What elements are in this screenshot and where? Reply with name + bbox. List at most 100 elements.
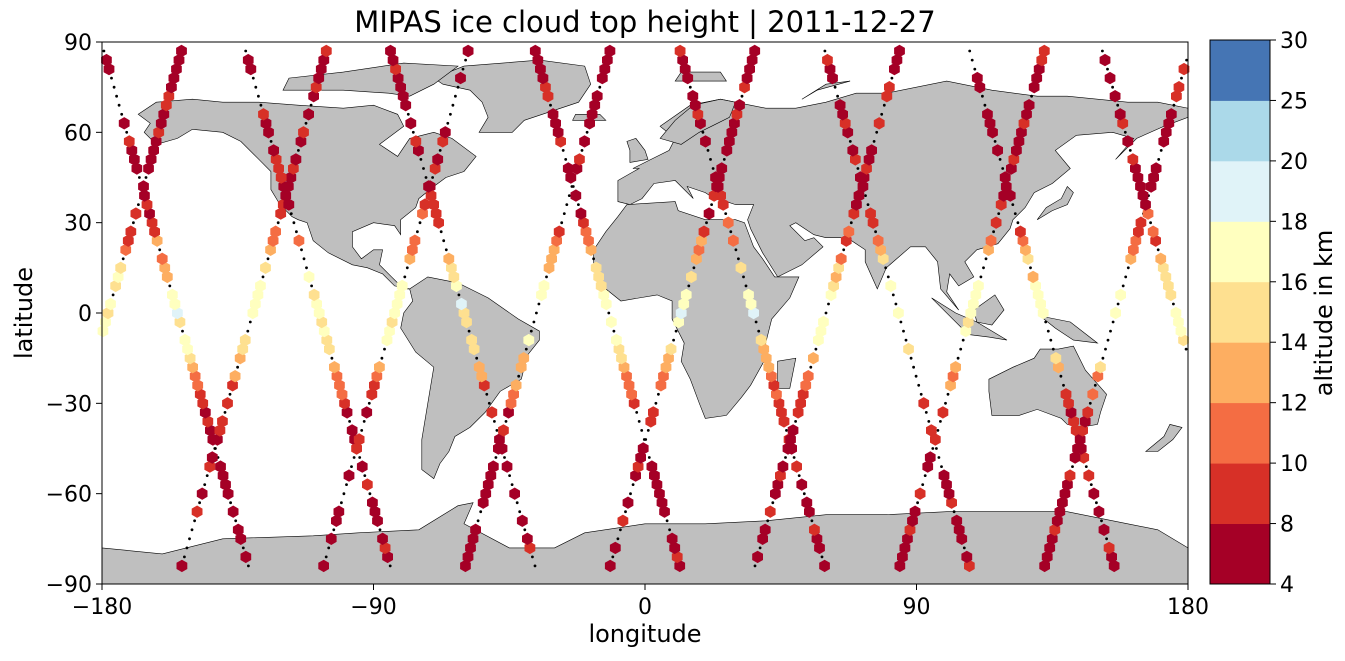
cloud-top-point [123,135,135,148]
cloud-top-point [1004,189,1016,202]
cloud-top-point [818,315,829,329]
cloud-layer [97,44,1190,573]
cloud-top-point [835,252,847,265]
colorbar-bin [1210,221,1270,283]
cloud-top-point [283,198,295,211]
land-south-america [400,276,540,480]
cloud-top-point [232,523,244,536]
track-point [137,203,140,207]
track-point [1106,67,1109,71]
track-point [340,501,343,505]
cloud-top-point [268,144,279,157]
cloud-top-point [367,496,378,509]
track-point [181,329,184,333]
track-point [836,94,839,98]
track-point [997,212,1001,216]
track-point [891,293,895,297]
track-point [190,528,194,532]
cloud-top-point [853,189,865,202]
track-point [827,302,830,306]
track-point [342,492,346,496]
colorbar-tick-label: 14 [1280,331,1308,356]
cloud-top-point [796,478,808,491]
track-point [792,456,796,459]
cloud-top-point [385,44,396,58]
track-point [585,130,589,134]
cloud-top-point [822,53,833,67]
track-point [937,456,941,459]
track-point [549,103,552,107]
track-point [229,501,233,505]
cloud-top-point [1064,469,1076,482]
cloud-top-point [1088,487,1100,500]
track-point [757,329,761,333]
track-point [561,149,565,152]
track-point [979,275,983,279]
cloud-top-point [523,333,535,347]
cloud-top-point [918,397,930,410]
track-point [629,492,632,496]
x-tick-label: 0 [638,595,652,620]
y-axis-label: latitude [10,267,38,359]
cloud-top-point [590,261,602,274]
track-point [517,374,521,378]
track-point [744,284,748,288]
track-point [457,293,461,297]
cloud-top-point [176,44,187,58]
track-point [729,230,733,234]
colorbar-bin [1210,402,1270,464]
track-point [120,112,124,116]
track-point [560,221,564,225]
track-point [771,501,775,505]
land-borneo [973,294,1005,326]
colorbar-tick-label: 12 [1280,392,1308,417]
colorbar-label: altitude in km [1310,230,1338,397]
track-point [205,474,209,477]
track-point [475,356,479,360]
track-point [297,149,300,152]
cloud-top-point [1122,135,1134,148]
colorbar-bin [1210,523,1270,585]
cloud-top-point [191,505,203,518]
cloud-top-point [396,279,408,293]
cloud-top-point [470,523,481,536]
track-point [856,167,860,170]
track-point [998,158,1002,161]
cloud-top-point [1060,388,1072,401]
track-point [1116,103,1120,107]
track-point [327,546,331,550]
track-point [833,85,837,89]
track-point [701,130,705,134]
track-point [1013,212,1017,216]
cloud-top-point [562,162,574,175]
track-point [802,492,806,496]
track-point [884,266,888,270]
cloud-top-point [710,171,721,184]
track-point [302,257,306,261]
cloud-top-point [716,162,728,175]
cloud-top-point [1000,180,1012,193]
colorbar-tick-label: 25 [1280,89,1308,114]
track-point [529,329,533,333]
track-point [1128,149,1132,152]
y-tick-label: 30 [64,212,92,237]
track-point [125,130,129,134]
track-point [1149,221,1152,225]
colorbar-bin [1210,281,1270,343]
track-point [754,320,758,324]
track-point [823,49,827,53]
cloud-top-point [1127,153,1139,166]
track-point [794,420,797,423]
cloud-top-point [1087,388,1099,401]
cloud-top-point [101,53,112,67]
track-point [611,555,615,559]
cloud-top-point [1150,162,1162,175]
cloud-top-point [179,333,191,347]
track-point [168,284,172,288]
track-point [810,519,814,523]
track-point [269,140,273,143]
cloud-top-point [473,361,485,374]
cloud-top-point [764,505,776,518]
track-point [784,456,787,459]
track-point [961,338,965,342]
